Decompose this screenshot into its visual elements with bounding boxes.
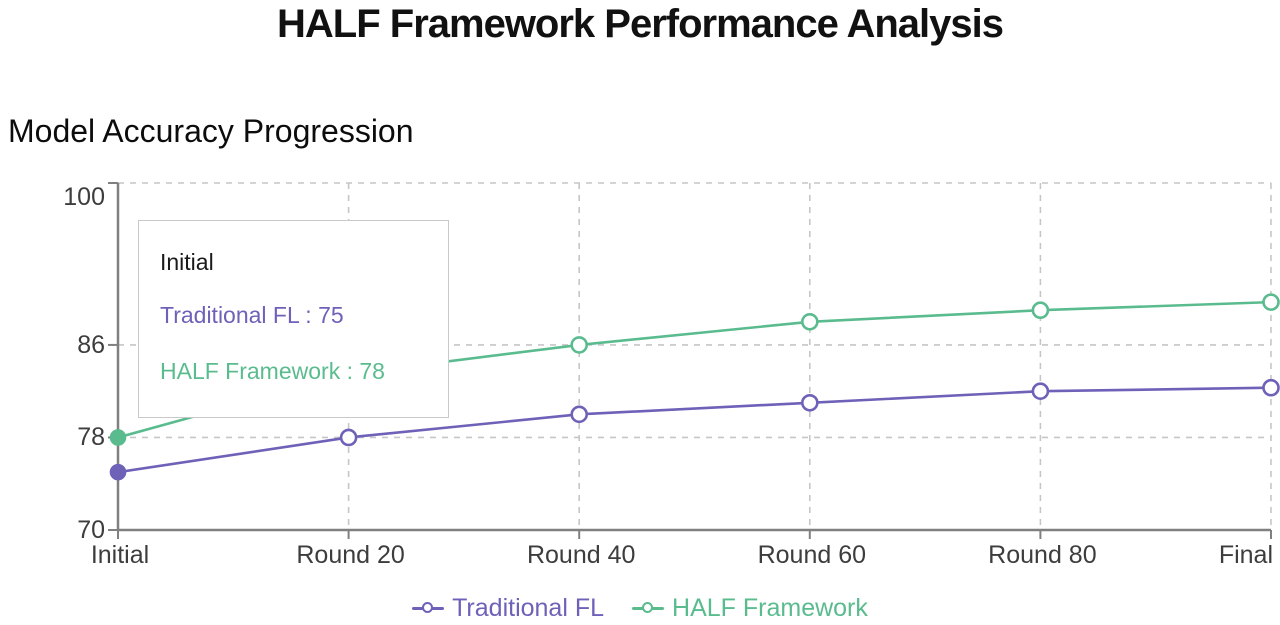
data-point-marker[interactable] — [800, 393, 819, 412]
data-point-marker[interactable] — [1262, 293, 1280, 311]
x-axis-tick-label: Initial — [90, 541, 150, 569]
series-line — [117, 386, 1272, 474]
tooltip: Initial Traditional FL : 75 HALF Framewo… — [138, 220, 449, 418]
data-point-marker[interactable] — [339, 428, 358, 447]
legend-label: Traditional FL — [452, 594, 605, 622]
page-title: HALF Framework Performance Analysis — [277, 2, 1004, 46]
x-axis-tick-label: Round 60 — [757, 541, 867, 569]
data-point-marker[interactable] — [1262, 378, 1280, 397]
y-axis-tick-label: 78 — [77, 423, 105, 452]
data-point-marker[interactable] — [1031, 301, 1050, 320]
line-circle-marker-icon — [412, 597, 445, 619]
y-axis-tick-label: 100 — [63, 183, 105, 211]
data-point-marker[interactable] — [570, 405, 589, 424]
tooltip-series-value: HALF Framework : 78 — [160, 358, 385, 384]
x-axis-tick-label: Round 40 — [526, 541, 636, 569]
chart-title: Model Accuracy Progression — [8, 113, 414, 149]
y-axis-tick-label: 86 — [77, 330, 105, 359]
data-point-marker[interactable] — [109, 463, 127, 481]
y-axis-tick-label: 70 — [77, 516, 105, 544]
x-axis-tick-label: Round 80 — [988, 541, 1097, 569]
legend-label: HALF Framework — [672, 594, 868, 622]
legend-item-traditional-fl[interactable]: Traditional FL — [412, 594, 604, 622]
tooltip-series-value: Traditional FL : 75 — [160, 302, 344, 328]
legend-item-half-framework[interactable]: HALF Framework — [632, 594, 868, 622]
data-point-marker[interactable] — [1031, 382, 1050, 401]
chart-legend: Traditional FL HALF Framework — [0, 594, 1280, 622]
line-circle-marker-icon — [632, 597, 665, 619]
x-axis-tick-label: Round 20 — [296, 541, 405, 569]
data-point-marker[interactable] — [570, 336, 589, 354]
tooltip-category-title: Initial — [160, 249, 214, 275]
x-axis-tick-label: Final — [1218, 541, 1273, 569]
data-point-marker[interactable] — [109, 429, 127, 446]
data-point-marker[interactable] — [800, 312, 819, 331]
